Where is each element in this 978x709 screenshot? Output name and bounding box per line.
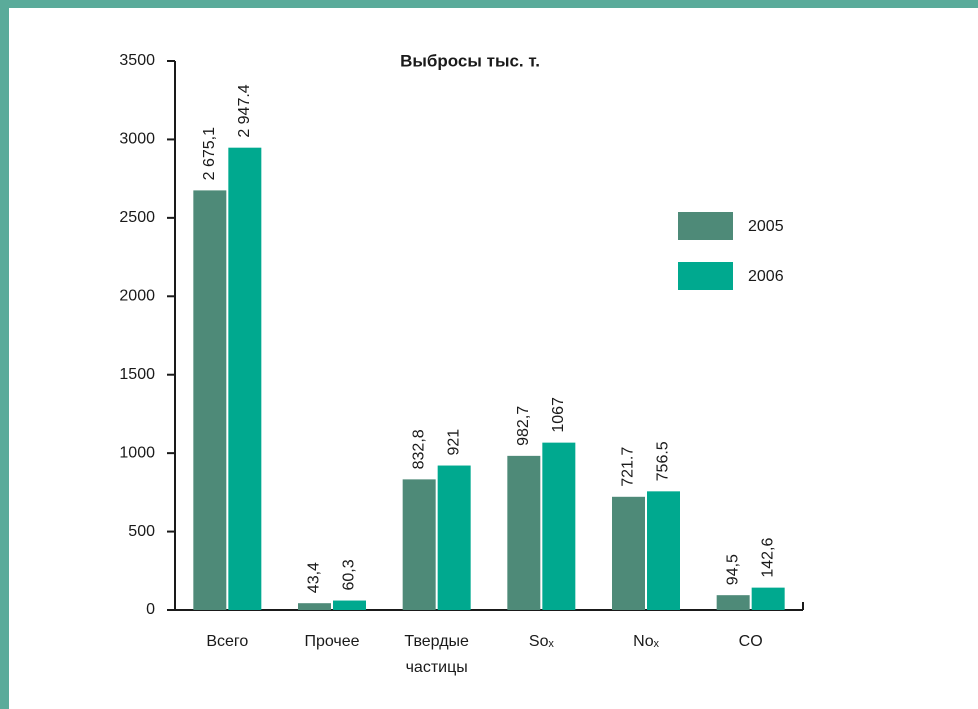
y-tick-label: 3500 [119, 52, 155, 69]
value-label: 94,5 [724, 554, 741, 585]
y-tick-label: 1500 [119, 366, 155, 383]
frame-left [0, 0, 9, 709]
y-tick-label: 2500 [119, 209, 155, 226]
value-label: 921 [445, 429, 462, 456]
bar [751, 587, 785, 610]
bar [507, 455, 541, 610]
bar [716, 595, 750, 610]
value-label: 60,3 [341, 559, 358, 590]
y-tick-label: 2000 [119, 288, 155, 305]
value-label: 721.7 [620, 447, 637, 487]
bar [298, 603, 331, 610]
bar [333, 600, 366, 610]
x-tick-label: Прочее [304, 633, 359, 650]
value-label: 982,7 [515, 406, 532, 446]
legend-label: 2006 [748, 268, 784, 285]
bar [612, 496, 645, 610]
x-tick-label: Твердые частицы [404, 633, 469, 676]
x-tick-label: CO [739, 633, 763, 650]
bar [647, 491, 680, 610]
chart-title: Выбросы тыс. т. [400, 51, 540, 70]
x-tick-label: Всего [206, 633, 248, 650]
legend-swatch [678, 262, 733, 290]
value-label: 756.5 [655, 441, 672, 481]
bar [228, 147, 262, 610]
frame-top [0, 0, 978, 8]
bar [542, 442, 576, 610]
value-label: 1067 [550, 397, 567, 433]
value-label: 142,6 [759, 537, 776, 577]
legend-swatch [678, 212, 733, 240]
bar [437, 465, 471, 610]
legend-label: 2005 [748, 218, 784, 235]
bar [402, 479, 436, 610]
y-tick-label: 0 [146, 601, 155, 618]
bar [193, 190, 227, 610]
value-label: 2 947.4 [236, 84, 253, 137]
y-tick-label: 1000 [119, 444, 155, 461]
y-tick-label: 500 [128, 523, 155, 540]
y-tick-label: 3000 [119, 131, 155, 148]
value-label: 832,8 [410, 429, 427, 469]
value-label: 2 675,1 [201, 127, 218, 180]
x-tick-label: Noₓ [633, 633, 659, 650]
value-label: 43,4 [306, 562, 323, 593]
x-tick-label: Soₓ [529, 633, 555, 650]
